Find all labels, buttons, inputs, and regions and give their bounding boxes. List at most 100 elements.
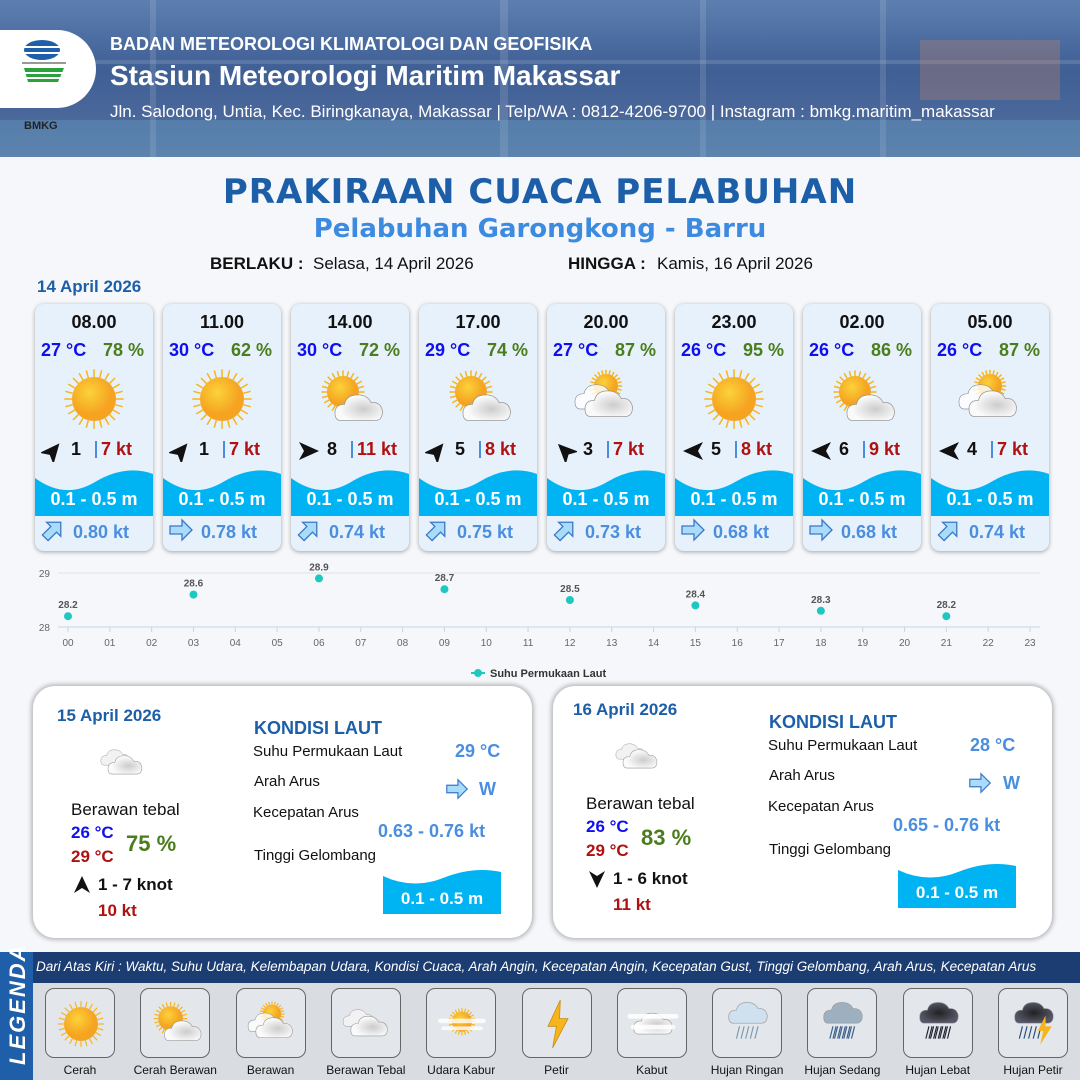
legend-label: Suhu Permukaan Laut — [490, 668, 606, 680]
forecast-time: 20.00 — [583, 312, 629, 332]
x-tick-label: 14 — [648, 638, 660, 649]
x-tick-label: 18 — [815, 638, 827, 649]
current-direction-arrow-icon — [295, 516, 323, 544]
forecast-time: 02.00 — [839, 312, 885, 332]
wave-icon — [383, 866, 501, 914]
current-speed: 0.68 kt — [713, 522, 770, 542]
header-banner: BMKG BADAN METEOROLOGI KLIMATOLOGI DAN G… — [0, 0, 1080, 157]
legend-kabut-icon — [616, 988, 687, 1058]
max-temperature: 29 °C — [71, 847, 114, 866]
legend-hujan-lebat-icon — [902, 988, 973, 1058]
current-speed: 0.74 kt — [969, 522, 1026, 542]
humidity: 62 % — [230, 340, 272, 360]
gust-speed: 7 kt — [101, 439, 133, 459]
sst-chart: 28 29 00 01 02 03 04 05 06 07 08 09 10 11 12 13 14 15 16 17… — [39, 562, 1040, 680]
current-direction-arrow-icon — [807, 516, 835, 544]
x-tick-label: 00 — [62, 638, 74, 649]
data-point[interactable] — [440, 585, 449, 594]
valid-from: Selasa, 14 April 2026 — [313, 254, 474, 273]
gust-speed: 10 kt — [98, 901, 137, 920]
air-temperature: 27 °C — [553, 340, 599, 360]
wind-speed: 8 — [327, 439, 338, 459]
day1-date: 14 April 2026 — [37, 277, 142, 296]
data-label: 28.2 — [58, 600, 78, 611]
data-point[interactable] — [189, 590, 198, 599]
data-point[interactable] — [942, 612, 951, 621]
legend-item-label: Berawan — [246, 1063, 295, 1077]
x-tick-label: 11 — [523, 638, 534, 649]
legend-cerah-berawan-icon — [140, 988, 211, 1058]
sst-value: 29 °C — [455, 741, 501, 761]
humidity: 87 % — [614, 340, 656, 360]
current-direction-arrow-icon — [679, 516, 707, 544]
forecast-card: 17.00 29 °C 74 % 5 8 kt 0.1 - 0.5 m 0.75… — [419, 304, 537, 551]
current-speed-label: Kecepatan Arus — [768, 798, 874, 815]
data-label: 28.9 — [309, 562, 329, 573]
wind-speed: 3 — [583, 439, 594, 459]
divider — [223, 441, 225, 458]
divider — [735, 441, 737, 458]
legend-item-label: Hujan Lebat — [905, 1063, 971, 1077]
data-point[interactable] — [691, 601, 700, 610]
current-direction-arrow-icon — [444, 776, 470, 802]
x-tick-label: 23 — [1024, 638, 1036, 649]
wave-height: 0.1 - 0.5 m — [946, 489, 1034, 509]
current-speed: 0.68 kt — [841, 522, 898, 542]
weather-cerah-berawan-icon — [315, 364, 385, 434]
gust-speed: 7 kt — [997, 439, 1029, 459]
current-speed: 0.78 kt — [201, 522, 258, 542]
data-label: 28.7 — [435, 573, 455, 584]
station-name: Stasiun Meteorologi Maritim Makassar — [110, 60, 621, 91]
legend-cerah-icon — [45, 988, 115, 1058]
weather-cerah-berawan-icon — [443, 364, 513, 434]
divider — [863, 441, 865, 458]
data-point[interactable] — [816, 606, 825, 615]
gust-speed: 9 kt — [869, 439, 901, 459]
max-temperature: 29 °C — [586, 841, 629, 860]
current-direction-arrow-icon — [935, 516, 963, 544]
current-direction-arrow-icon — [167, 516, 195, 544]
sst-label: Suhu Permukaan Laut — [253, 743, 403, 760]
sea-condition-title: KONDISI LAUT — [254, 718, 382, 738]
current-direction-arrow-icon — [551, 516, 579, 544]
legend-title: LEGENDA — [5, 943, 30, 1065]
data-point[interactable] — [314, 574, 323, 583]
wind-speed: 5 — [711, 439, 722, 459]
data-point[interactable] — [64, 612, 72, 621]
legend-description: Dari Atas Kiri : Waktu, Suhu Udara, Kele… — [33, 952, 1080, 983]
wind-speed-range: 1 - 7 knot — [98, 875, 173, 894]
legend-side-label: LEGENDA — [0, 943, 33, 1080]
legend-item-label: Hujan Sedang — [804, 1063, 881, 1077]
wave-height: 0.1 - 0.5 m — [306, 489, 394, 509]
current-speed: 0.75 kt — [457, 522, 514, 542]
humidity: 86 % — [870, 340, 912, 360]
data-point[interactable] — [565, 596, 574, 604]
x-tick-label: 05 — [272, 638, 284, 649]
forecast-card: 02.00 26 °C 86 % 6 9 kt 0.1 - 0.5 m 0.68… — [803, 304, 921, 551]
x-tick-label: 01 — [104, 638, 116, 649]
wind-speed: 4 — [967, 439, 978, 459]
wave-height: 0.1 - 0.5 m — [690, 489, 778, 509]
min-temperature: 26 °C — [71, 823, 114, 842]
humidity: 87 % — [998, 340, 1040, 360]
logo-text: BMKG — [24, 120, 58, 132]
humidity: 95 % — [742, 340, 784, 360]
x-tick-label: 20 — [899, 638, 911, 649]
weather-berawan-tebal-icon — [608, 732, 668, 782]
forecast-card: 11.00 30 °C 62 % 1 7 kt 0.1 - 0.5 m 0.78… — [163, 304, 281, 551]
wind-direction-arrow-icon — [297, 440, 321, 462]
humidity: 75 % — [126, 831, 177, 856]
wave-icon — [675, 464, 793, 516]
valid-to: Kamis, 16 April 2026 — [657, 254, 813, 273]
wind-speed: 1 — [199, 439, 210, 459]
current-direction-arrow-icon — [423, 516, 451, 544]
legend-item-label: Cerah — [63, 1063, 97, 1077]
current-direction: W — [1003, 773, 1020, 793]
humidity: 72 % — [358, 340, 400, 360]
data-label: 28.3 — [811, 595, 831, 606]
contact-info: Jln. Salodong, Untia, Kec. Biringkanaya,… — [110, 102, 995, 121]
wind-direction-arrow-icon — [937, 440, 961, 462]
x-tick-label: 06 — [313, 638, 325, 649]
wind-speed: 1 — [71, 439, 82, 459]
x-tick-label: 21 — [941, 638, 953, 649]
